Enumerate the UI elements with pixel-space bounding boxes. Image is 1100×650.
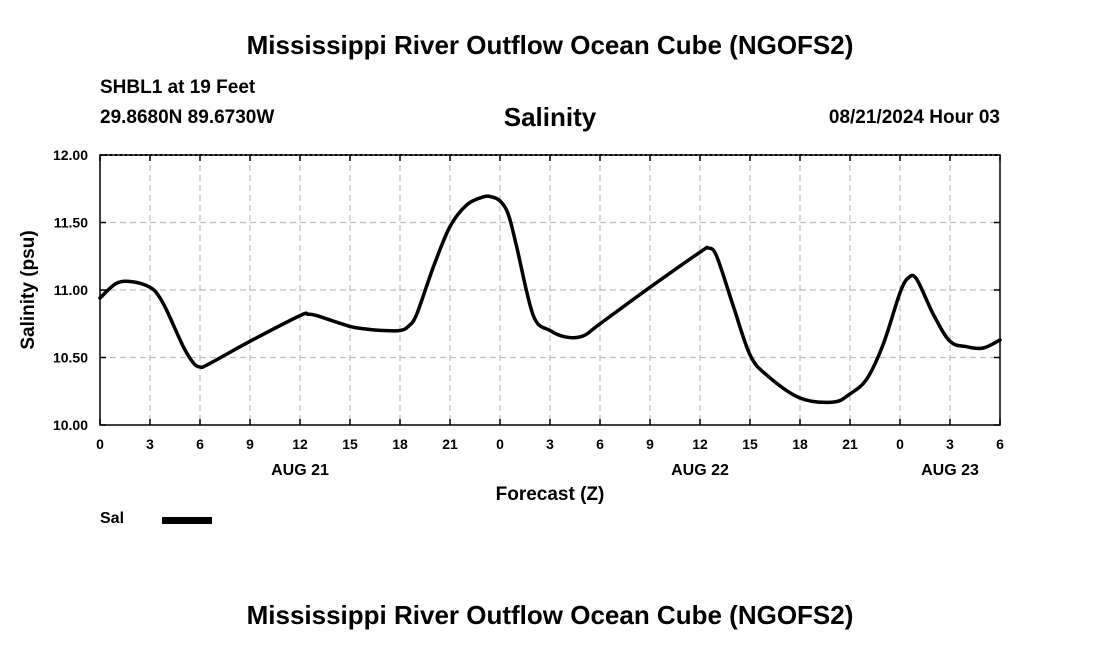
y-tick-label: 10.00 (53, 417, 88, 433)
grid-lines (100, 154, 1000, 425)
x-tick-label: 9 (246, 436, 254, 452)
x-tick-label: 6 (596, 436, 604, 452)
x-tick-label: 18 (392, 436, 408, 452)
date-label: AUG 22 (671, 462, 729, 479)
y-tick-label: 11.50 (54, 215, 88, 231)
date-label: AUG 23 (921, 462, 979, 479)
x-tick-label: 3 (946, 436, 954, 452)
x-tick-label: 12 (292, 436, 308, 452)
y-tick-label: 11.00 (54, 282, 88, 298)
x-tick-label: 3 (146, 436, 154, 452)
y-axis-title: Salinity (psu) (18, 230, 39, 349)
x-tick-label: 15 (742, 436, 758, 452)
axis-ticks (99, 154, 1001, 426)
y-tick-label: 12.00 (53, 147, 88, 163)
x-tick-label: 6 (196, 436, 204, 452)
legend-swatch (162, 517, 212, 524)
footer-title: Mississippi River Outflow Ocean Cube (NG… (246, 600, 854, 630)
x-tick-label: 6 (996, 436, 1004, 452)
station-label: SHBL1 at 19 Feet (100, 77, 256, 98)
x-tick-label: 9 (646, 436, 654, 452)
axis-labels: 0 3 6 9 12 15 18 21 0 3 6 9 12 15 18 21 0 3 6 10.00 10.50 11.… (18, 147, 1004, 505)
x-axis-title: Forecast (Z) (496, 484, 605, 505)
date-label: AUG 21 (271, 462, 329, 479)
main-title: Mississippi River Outflow Ocean Cube (NG… (246, 30, 854, 60)
forecast-datetime: 08/21/2024 Hour 03 (828, 107, 1000, 128)
x-tick-label: 21 (442, 436, 458, 452)
x-tick-label: 0 (496, 436, 504, 452)
x-tick-label: 0 (96, 436, 104, 452)
x-tick-label: 0 (896, 436, 904, 452)
legend-label: Sal (100, 510, 125, 527)
x-tick-label: 18 (792, 436, 808, 452)
x-tick-label: 3 (546, 436, 554, 452)
x-tick-label: 15 (342, 436, 358, 452)
x-tick-label: 21 (842, 436, 858, 452)
x-tick-label: 12 (692, 436, 708, 452)
coordinates-label: 29.8680N 89.6730W (100, 107, 275, 128)
salinity-series-line (98, 194, 1002, 405)
y-tick-label: 10.50 (53, 350, 88, 366)
chart-subtitle: Salinity (503, 102, 597, 132)
